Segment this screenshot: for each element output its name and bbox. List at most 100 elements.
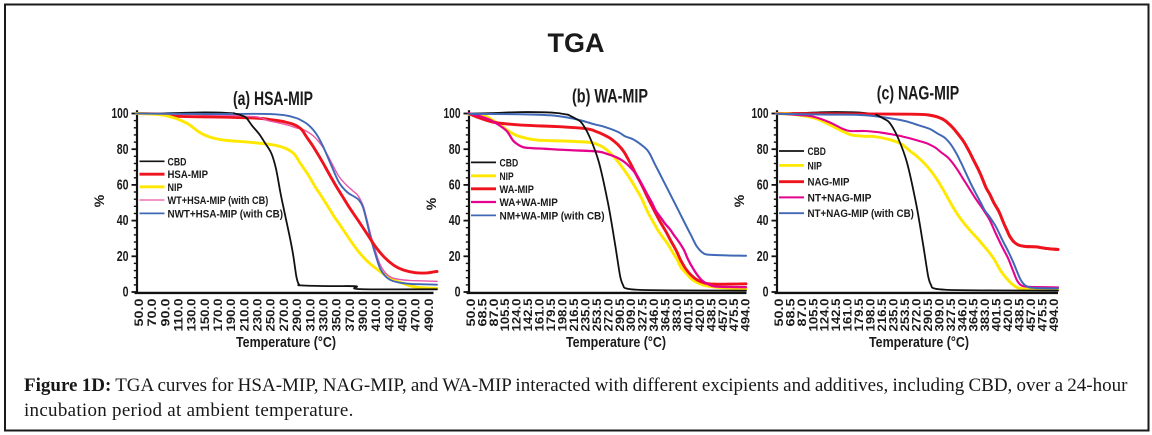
svg-text:494.0: 494.0 <box>1049 299 1061 332</box>
svg-text:HSA-MIP: HSA-MIP <box>168 169 209 181</box>
svg-text:%: % <box>91 194 107 207</box>
svg-text:490.0: 490.0 <box>424 299 436 332</box>
svg-text:60: 60 <box>449 178 461 194</box>
svg-text:130.0: 130.0 <box>187 299 199 332</box>
svg-text:216.5: 216.5 <box>569 298 581 332</box>
svg-text:Temperature (°C): Temperature (°C) <box>566 335 666 351</box>
svg-text:100: 100 <box>752 106 769 122</box>
svg-text:105.5: 105.5 <box>808 298 820 332</box>
svg-text:309.0: 309.0 <box>934 299 946 332</box>
svg-text:CBD: CBD <box>168 156 187 168</box>
svg-text:438.5: 438.5 <box>706 298 718 332</box>
svg-text:20: 20 <box>117 249 129 265</box>
svg-text:(a) HSA-MIP: (a) HSA-MIP <box>233 88 313 110</box>
svg-text:80: 80 <box>449 142 461 158</box>
svg-text:CBD: CBD <box>808 146 826 158</box>
svg-text:410.0: 410.0 <box>371 299 383 332</box>
svg-text:457.0: 457.0 <box>718 299 730 332</box>
svg-text:475.5: 475.5 <box>1038 298 1050 332</box>
svg-text:170.0: 170.0 <box>213 299 225 332</box>
svg-text:Temperature (°C): Temperature (°C) <box>236 335 336 351</box>
svg-text:350.0: 350.0 <box>332 299 344 332</box>
svg-text:124.0: 124.0 <box>820 299 832 332</box>
svg-text:%: % <box>423 197 439 210</box>
svg-text:272.0: 272.0 <box>603 299 615 332</box>
svg-text:420.0: 420.0 <box>1003 299 1015 332</box>
svg-text:210.0: 210.0 <box>239 299 251 332</box>
svg-text:383.0: 383.0 <box>980 299 992 332</box>
svg-text:235.0: 235.0 <box>580 299 592 332</box>
svg-text:68.5: 68.5 <box>477 298 489 327</box>
svg-text:50.0: 50.0 <box>134 299 146 327</box>
svg-text:87.0: 87.0 <box>489 299 501 327</box>
svg-text:420.0: 420.0 <box>695 299 707 332</box>
svg-text:364.5: 364.5 <box>661 298 673 332</box>
svg-text:WA+WA-MIP: WA+WA-MIP <box>500 197 558 209</box>
svg-text:150.0: 150.0 <box>200 299 212 332</box>
svg-text:87.0: 87.0 <box>797 299 809 327</box>
svg-text:NIP: NIP <box>808 160 822 172</box>
svg-text:270.0: 270.0 <box>279 299 291 332</box>
svg-text:253.5: 253.5 <box>900 298 912 332</box>
svg-text:142.5: 142.5 <box>523 298 535 332</box>
svg-text:290.5: 290.5 <box>923 298 935 332</box>
svg-text:124.0: 124.0 <box>512 299 524 332</box>
svg-text:40: 40 <box>449 213 461 229</box>
svg-text:330.0: 330.0 <box>318 299 330 332</box>
svg-text:80: 80 <box>117 142 129 158</box>
svg-text:494.0: 494.0 <box>741 299 753 332</box>
svg-text:161.0: 161.0 <box>535 299 547 332</box>
svg-text:0: 0 <box>763 285 769 301</box>
svg-text:90.0: 90.0 <box>160 299 172 327</box>
svg-text:60: 60 <box>757 178 769 194</box>
svg-text:%: % <box>731 194 747 207</box>
svg-text:179.5: 179.5 <box>854 298 866 332</box>
svg-text:346.0: 346.0 <box>649 299 661 332</box>
svg-text:216.5: 216.5 <box>877 298 889 332</box>
svg-text:105.5: 105.5 <box>500 298 512 332</box>
svg-text:(b) WA-MIP: (b) WA-MIP <box>572 86 648 108</box>
svg-text:Temperature (°C): Temperature (°C) <box>869 335 969 351</box>
svg-text:230.0: 230.0 <box>253 299 265 332</box>
svg-text:190.0: 190.0 <box>226 299 238 332</box>
svg-text:WA-MIP: WA-MIP <box>500 184 534 196</box>
svg-text:68.5: 68.5 <box>785 298 797 327</box>
svg-text:NM+WA-MIP (with CB): NM+WA-MIP (with CB) <box>500 210 605 222</box>
svg-text:327.5: 327.5 <box>638 298 650 332</box>
svg-text:470.0: 470.0 <box>411 299 423 332</box>
svg-text:20: 20 <box>449 249 461 265</box>
svg-text:NIP: NIP <box>168 182 183 194</box>
svg-text:100: 100 <box>112 106 129 122</box>
svg-text:NAG-MIP: NAG-MIP <box>808 177 850 189</box>
svg-text:364.5: 364.5 <box>969 298 981 332</box>
svg-text:161.0: 161.0 <box>843 299 855 332</box>
svg-text:198.0: 198.0 <box>866 299 878 332</box>
svg-text:20: 20 <box>757 249 769 265</box>
svg-text:60: 60 <box>117 178 129 194</box>
svg-text:70.0: 70.0 <box>147 299 159 327</box>
svg-text:253.5: 253.5 <box>592 298 604 332</box>
svg-text:TGA: TGA <box>548 28 605 58</box>
svg-text:198.0: 198.0 <box>558 299 570 332</box>
svg-text:CBD: CBD <box>500 157 519 169</box>
svg-text:475.5: 475.5 <box>729 298 741 332</box>
svg-text:NIP: NIP <box>500 171 514 183</box>
svg-text:NWT+HSA-MIP (with CB): NWT+HSA-MIP (with CB) <box>168 208 284 220</box>
svg-text:310.0: 310.0 <box>305 299 317 332</box>
svg-text:309.0: 309.0 <box>626 299 638 332</box>
svg-text:383.0: 383.0 <box>672 299 684 332</box>
svg-text:401.5: 401.5 <box>992 298 1004 332</box>
svg-text:0: 0 <box>123 285 129 301</box>
svg-text:457.0: 457.0 <box>1026 299 1038 332</box>
svg-text:179.5: 179.5 <box>546 298 558 332</box>
svg-text:430.0: 430.0 <box>384 299 396 332</box>
svg-text:327.5: 327.5 <box>946 298 958 332</box>
svg-text:272.0: 272.0 <box>911 299 923 332</box>
svg-text:346.0: 346.0 <box>957 299 969 332</box>
svg-text:0: 0 <box>455 285 461 301</box>
svg-text:370.0: 370.0 <box>345 299 357 332</box>
svg-text:110.0: 110.0 <box>173 299 185 332</box>
svg-text:50.0: 50.0 <box>466 299 478 327</box>
svg-text:401.5: 401.5 <box>683 298 695 332</box>
svg-text:438.5: 438.5 <box>1015 298 1027 332</box>
